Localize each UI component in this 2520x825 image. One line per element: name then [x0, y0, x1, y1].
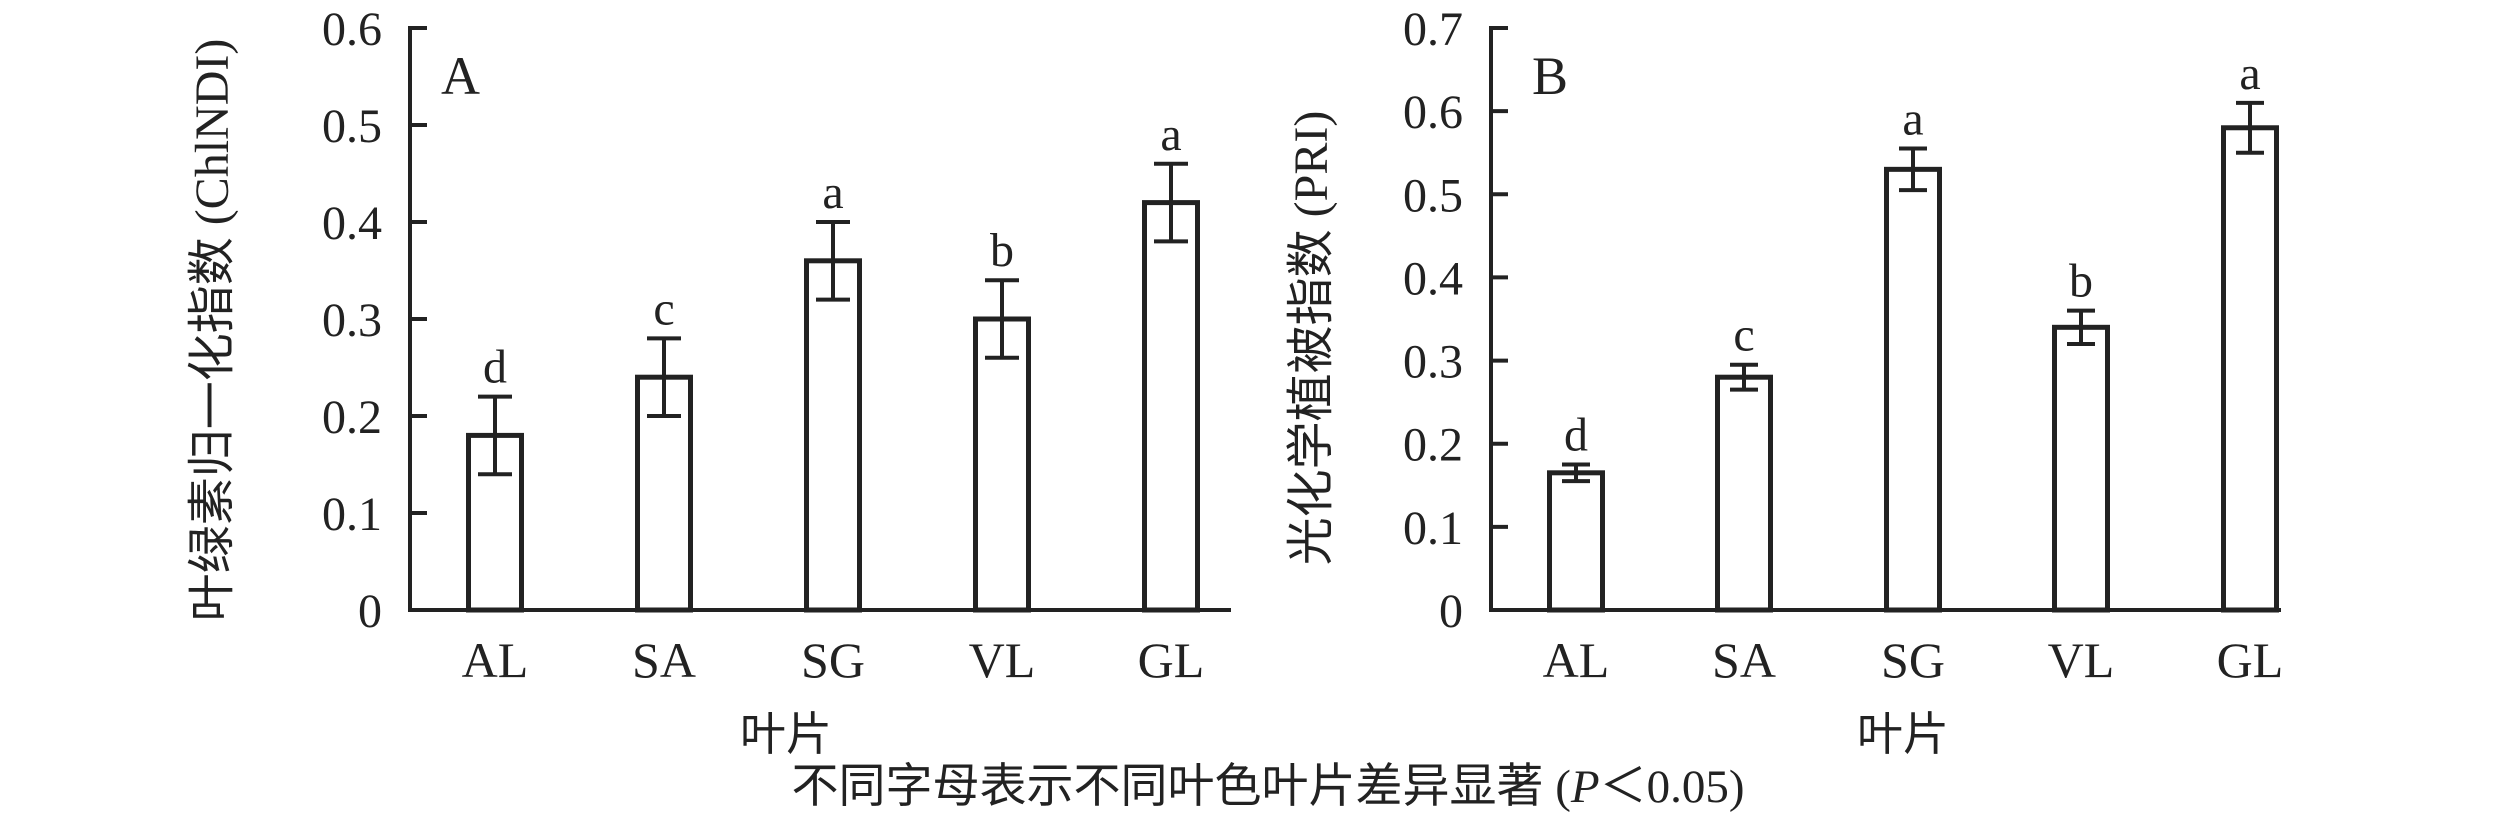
bar-SG [804, 258, 862, 613]
panel-A: 0 0.1 0.2 0.3 0.4 0.5 0.6 Ad AL c SA a SG b VL a GL 叶绿素归一… [186, 3, 1231, 760]
bar-SA [1715, 374, 1773, 613]
bar-VL [2052, 324, 2110, 613]
y-tick-label: 0.4 [322, 197, 382, 250]
error-bar-GL [1154, 161, 1188, 244]
y-axis-title: 光化学植被指数 (PRI) [1285, 111, 1338, 566]
x-tick-label-VL: VL [969, 632, 1036, 688]
x-tick-label-VL: VL [2048, 632, 2115, 688]
sig-letter-SG: a [1902, 93, 1923, 146]
panel-label: A [441, 46, 480, 106]
figure-caption: 不同字母表示不同叶色叶片差异显著 (P＜0.05) [8, 764, 2520, 811]
y-axis-title: 叶绿素归一化指数 (ChlNDI) [186, 39, 239, 622]
caption-p-symbol: P [1570, 761, 1600, 813]
sig-letter-VL: b [2069, 255, 2093, 308]
error-bar-VL [985, 278, 1019, 360]
sig-letter-AL: d [1564, 409, 1588, 462]
x-tick-label-AL: AL [1543, 632, 1610, 688]
x-tick-label-SA: SA [632, 632, 696, 688]
x-axis-title: 叶片 [1857, 709, 1949, 760]
x-tick-label-SA: SA [1712, 632, 1776, 688]
error-bar-GL [2236, 100, 2264, 155]
error-bar-AL [478, 394, 512, 477]
caption-text-prefix: 不同字母表示不同叶色叶片差异显著 ( [791, 761, 1571, 813]
y-tick-label: 0.3 [1403, 336, 1463, 389]
sig-letter-VL: b [990, 224, 1014, 277]
bar-VL [973, 316, 1031, 613]
y-tick-label: 0.1 [1403, 502, 1463, 555]
y-tick-label: 0 [358, 585, 382, 638]
error-bar-AL [1562, 462, 1590, 484]
x-tick-label-GL: GL [2217, 632, 2284, 688]
y-tick-label: 0.5 [1403, 169, 1463, 222]
x-tick-label-GL: GL [1138, 632, 1205, 688]
y-tick-label: 0.7 [1403, 3, 1463, 56]
bar-AL [1547, 470, 1605, 613]
sig-letter-SG: a [822, 166, 843, 219]
y-tick-label: 0.6 [322, 3, 382, 56]
y-tick-label: 0.5 [322, 100, 382, 153]
x-tick-label-AL: AL [462, 632, 529, 688]
y-tick-label: 0.3 [322, 294, 382, 347]
y-tick-label: 0 [1439, 585, 1463, 638]
sig-letter-AL: d [483, 341, 507, 394]
x-tick-label-SG: SG [1881, 632, 1945, 688]
sig-letter-SA: c [1733, 309, 1754, 362]
error-bar-VL [2067, 308, 2095, 346]
sig-letter-GL: a [1160, 108, 1181, 161]
x-axis-title: 叶片 [740, 709, 832, 760]
error-bar-SG [1899, 146, 1927, 193]
y-tick-label: 0.1 [322, 488, 382, 541]
y-tick-label: 0.6 [1403, 86, 1463, 139]
x-tick-label-SG: SG [801, 632, 865, 688]
panel-label: B [1532, 46, 1568, 106]
error-bar-SA [1730, 362, 1758, 392]
error-bar-SG [816, 220, 850, 302]
bar-GL [1142, 200, 1200, 613]
y-tick-label: 0.4 [1403, 252, 1463, 305]
panel-B: 0 0.1 0.2 0.3 0.4 0.5 0.6 0.7 Bd AL c SA a SG b VL a GL 光化… [1285, 3, 2283, 760]
caption-text-suffix: ＜0.05) [1599, 761, 1745, 813]
sig-letter-GL: a [2239, 47, 2260, 100]
bar-GL [2221, 125, 2279, 613]
bar-SG [1884, 166, 1942, 613]
y-tick-label: 0.2 [1403, 419, 1463, 472]
error-bar-SA [647, 336, 681, 418]
y-tick-label: 0.2 [322, 391, 382, 444]
sig-letter-SA: c [653, 282, 674, 335]
